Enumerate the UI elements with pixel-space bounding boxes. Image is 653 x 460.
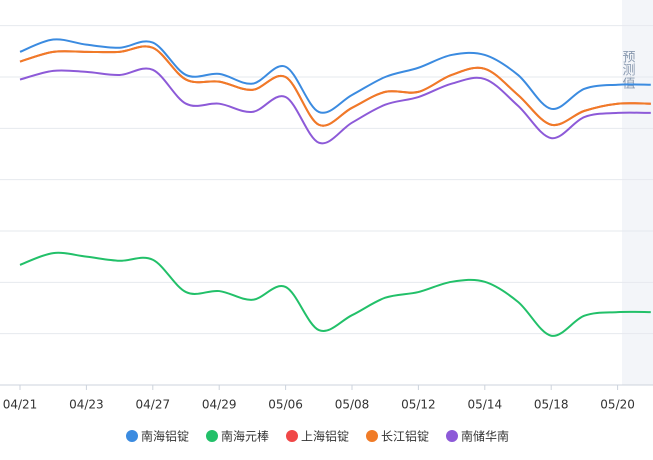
legend-marker[interactable] [366,430,378,442]
x-tick-label: 04/27 [136,398,171,412]
series-line [19,251,651,337]
series-line [19,67,651,145]
x-tick-label: 05/12 [401,398,436,412]
x-tick-label: 05/14 [468,398,503,412]
series-line [19,38,651,114]
legend-label[interactable]: 长江铝锭 [381,429,429,444]
x-tick-label: 04/29 [202,398,237,412]
legend-label[interactable]: 南海元棒 [221,429,269,444]
x-tick-label: 05/18 [534,398,569,412]
legend-marker[interactable] [126,430,138,442]
legend-marker[interactable] [446,430,458,442]
legend-label[interactable]: 南海铝锭 [141,429,189,444]
series-line [19,45,651,127]
legend-label[interactable]: 南储华南 [461,429,509,444]
forecast-band [622,0,653,385]
series-line [19,45,651,127]
legend-marker[interactable] [286,430,298,442]
legend-label[interactable]: 上海铝锭 [301,429,349,444]
x-tick-label: 04/23 [69,398,104,412]
forecast-label: 预测值 [620,50,636,90]
legend-marker[interactable] [206,430,218,442]
x-tick-label: 05/06 [268,398,303,412]
x-tick-label: 05/08 [335,398,370,412]
x-tick-label: 04/21 [3,398,38,412]
x-tick-label: 05/20 [600,398,635,412]
